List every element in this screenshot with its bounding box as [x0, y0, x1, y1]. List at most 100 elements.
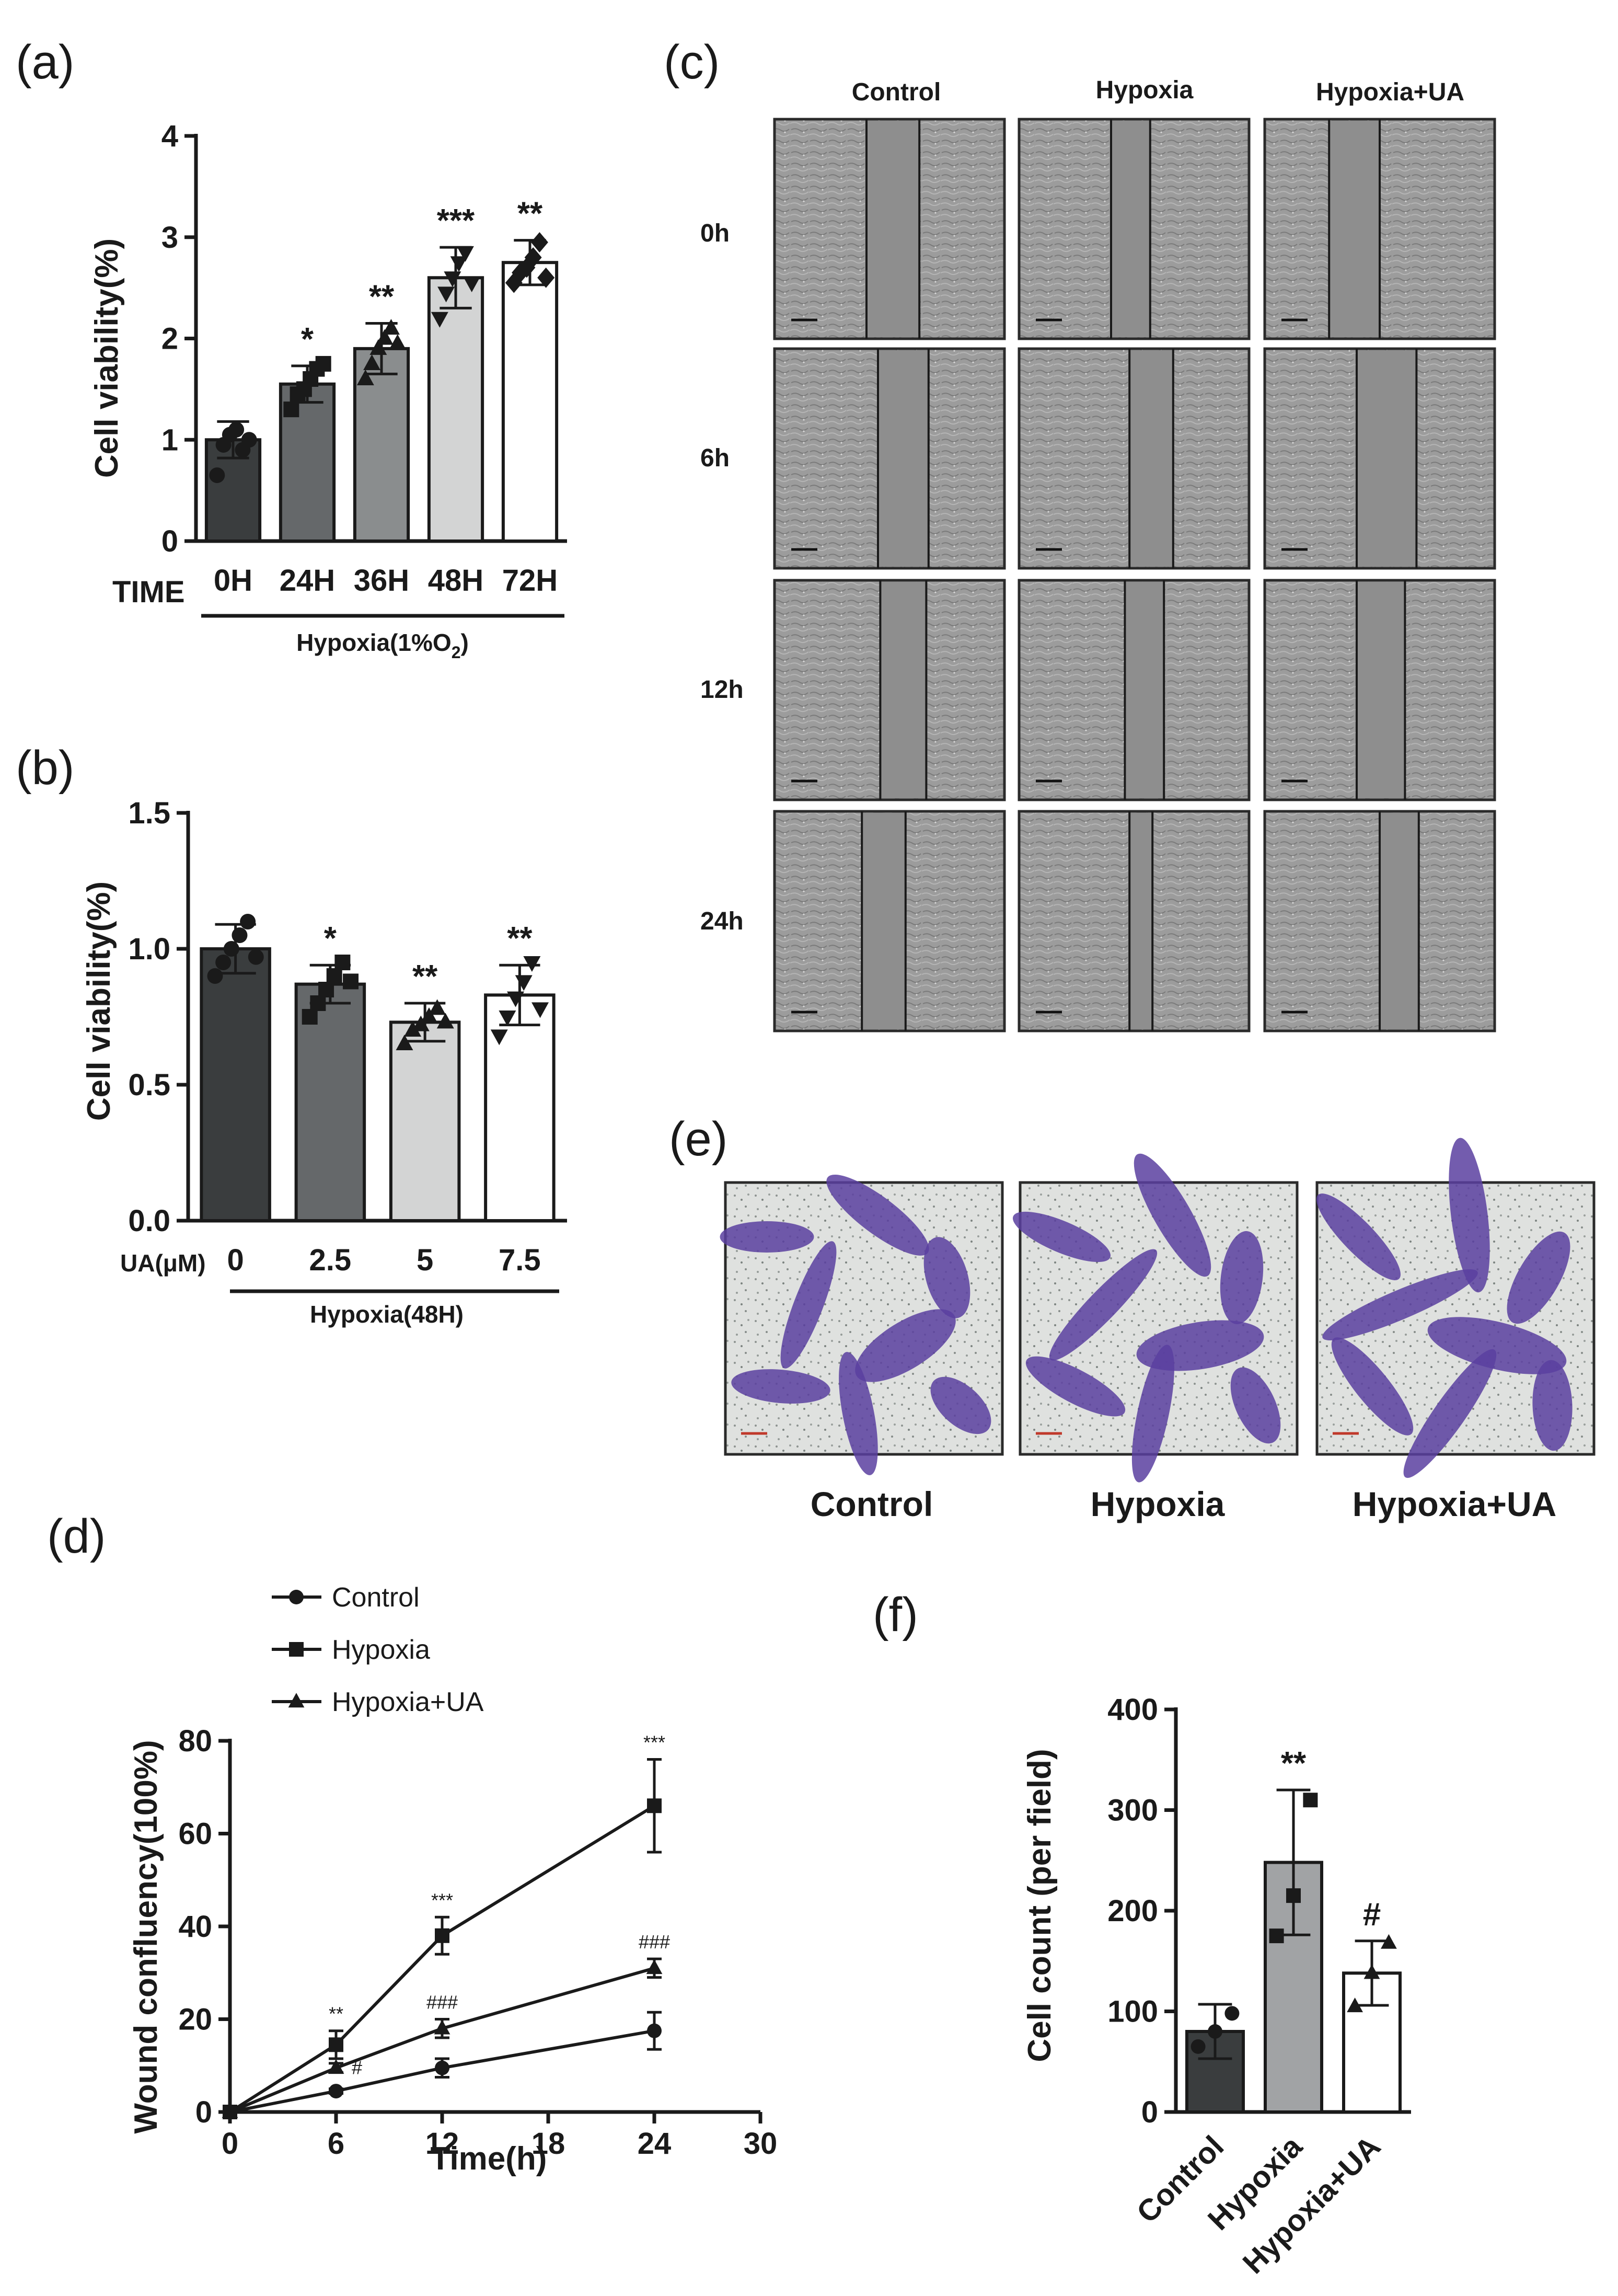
panel-a-x-tick-label: 48H [428, 564, 483, 598]
panel-b-bar [389, 1020, 461, 1223]
panel-b-data-point [223, 941, 239, 957]
stained-cell-cluster [1049, 1249, 1158, 1361]
panel-a-y-tick-label: 3 [161, 221, 178, 255]
panel-f-x-tick-label: Hypoxia+UA [1236, 2129, 1387, 2280]
panel-c-column-hypoxia: Hypoxia [1096, 76, 1194, 104]
panel-b-significance: ** [507, 921, 533, 957]
panel-b-y-tick-label: 1.0 [128, 932, 170, 966]
panel-a-x-tick-label: 0H [214, 564, 252, 598]
panel-b-data-point [310, 995, 326, 1011]
panel-a-group-label: Hypoxia(1%O2) [296, 629, 469, 662]
panel-b-data-point [396, 1035, 413, 1050]
wound-micrograph [1018, 347, 1251, 570]
panel-f-label: (f) [873, 1588, 918, 1641]
panel-d-annotation: ### [426, 1992, 458, 2013]
panel-f-data-point [1363, 1964, 1380, 1979]
panel-a-data-point [283, 401, 299, 418]
transwell-micrograph [1012, 1153, 1299, 1483]
panel-b-data-point [302, 1009, 318, 1025]
panel-c-row-24h: 24h [700, 908, 744, 935]
panel-b-data-point [523, 956, 541, 972]
wound-gap [1129, 813, 1153, 1029]
panel-f-bar-chart: Cell count (per field) 0100200300400Cont… [1022, 1693, 1411, 2280]
panel-a-data-point [524, 247, 542, 268]
panel-b-data-point [326, 968, 342, 984]
panel-b-bar [200, 947, 271, 1222]
panel-a-data-point [530, 232, 548, 252]
panel-b-label: (b) [16, 741, 74, 795]
panel-d-annotation: # [352, 2057, 362, 2079]
panel-b-data-point [531, 1002, 549, 1018]
panel-f-y-tick-label: 300 [1107, 1794, 1158, 1828]
panel-f-data-point [1286, 1888, 1301, 1903]
panel-a-y-axis-title: Cell viability(%) [89, 238, 125, 478]
panel-a-data-point [456, 246, 474, 262]
panel-f-data-point [1208, 2024, 1222, 2039]
panel-a-data-point [363, 354, 381, 370]
panel-f-data-point [1269, 1928, 1284, 1944]
panel-a-data-point [431, 312, 448, 328]
panel-a-data-point [356, 370, 374, 385]
panel-d-label: (d) [47, 1510, 106, 1563]
panel-d-y-tick-label: 40 [178, 1910, 212, 1944]
panel-f-y-tick-label: 0 [1141, 2095, 1158, 2129]
panel-b-data-point [412, 1015, 430, 1031]
panel-f-data-point [1347, 1997, 1363, 2013]
panel-a-significance: * [301, 322, 314, 358]
panel-f-y-tick-label: 200 [1107, 1894, 1158, 1928]
panel-a-data-point [389, 334, 407, 350]
panel-d-x-tick-label: 18 [531, 2127, 565, 2161]
stained-cell-cluster [839, 1352, 878, 1475]
stained-cell-cluster [1316, 1193, 1401, 1280]
panel-a-data-point [437, 286, 455, 303]
stained-cell-cluster [1025, 1356, 1126, 1417]
panel-d-legend-label: Hypoxia+UA [332, 1687, 484, 1717]
panel-b-y-axis-title: Cell viability(%) [81, 881, 117, 1121]
stained-cell-cluster [1131, 1345, 1174, 1483]
wound-micrograph [1263, 118, 1496, 340]
panel-d-data-point [329, 2037, 343, 2052]
stained-cell-cluster [1449, 1138, 1490, 1293]
panel-b-data-point [429, 999, 446, 1015]
wound-gap [1357, 350, 1417, 567]
wound-micrograph [1263, 579, 1496, 801]
transwell-micrograph [720, 1174, 1004, 1475]
panel-d-x-tick-label: 6 [328, 2127, 344, 2161]
panel-f-y-tick-label: 400 [1107, 1693, 1158, 1727]
panel-d-y-axis-title: Wound confluency(100%) [128, 1740, 164, 2133]
panel-d-data-point [647, 1798, 662, 1813]
panel-d-y-tick-label: 0 [195, 2095, 212, 2129]
panel-c-column-control: Control [852, 78, 941, 106]
stained-cell-cluster [780, 1241, 837, 1369]
panel-d-series-line [229, 2029, 655, 2114]
panel-d-data-point [435, 2060, 449, 2075]
panel-d-line-chart: Wound confluency(100%) Time(h) 020406080… [128, 1582, 777, 2177]
panel-b-bar [484, 993, 556, 1223]
panel-f-significance: ** [1281, 1746, 1307, 1782]
panel-d-data-point [435, 1928, 449, 1943]
wound-micrograph [773, 118, 1006, 340]
panel-b-data-point [248, 949, 264, 965]
panel-d-legend-marker [289, 1642, 304, 1657]
panel-c-label: (c) [664, 36, 720, 89]
panel-b-x-tick-label: 7.5 [499, 1243, 541, 1277]
wound-micrograph [773, 579, 1006, 801]
panel-b-significance: * [324, 921, 337, 957]
panel-d-x-tick-label: 30 [744, 2127, 778, 2161]
wound-gap [1125, 582, 1164, 798]
panel-b-data-point [318, 982, 334, 997]
panel-f-data-point [1303, 1793, 1318, 1808]
panel-d-series-line [229, 1804, 655, 2114]
panel-d-data-point [647, 2023, 662, 2038]
stained-cell-cluster [930, 1376, 991, 1434]
panel-c-row-6h: 6h [700, 444, 730, 472]
panel-f-data-point [1381, 1934, 1397, 1949]
panel-c-wound-healing-grid: Control Hypoxia Hypoxia+UA 0h 6h 12h 24h [700, 76, 1496, 1032]
panel-a-x-tick-label: 72H [502, 564, 558, 598]
wound-gap [1329, 121, 1380, 337]
stained-cell-cluster [855, 1309, 956, 1382]
panel-e-caption-hypoxia: Hypoxia [1091, 1485, 1226, 1523]
panel-f-y-axis-title: Cell count (per field) [1022, 1749, 1058, 2062]
panel-d-y-tick-label: 20 [178, 2003, 212, 2037]
panel-d-data-point [328, 2059, 344, 2074]
